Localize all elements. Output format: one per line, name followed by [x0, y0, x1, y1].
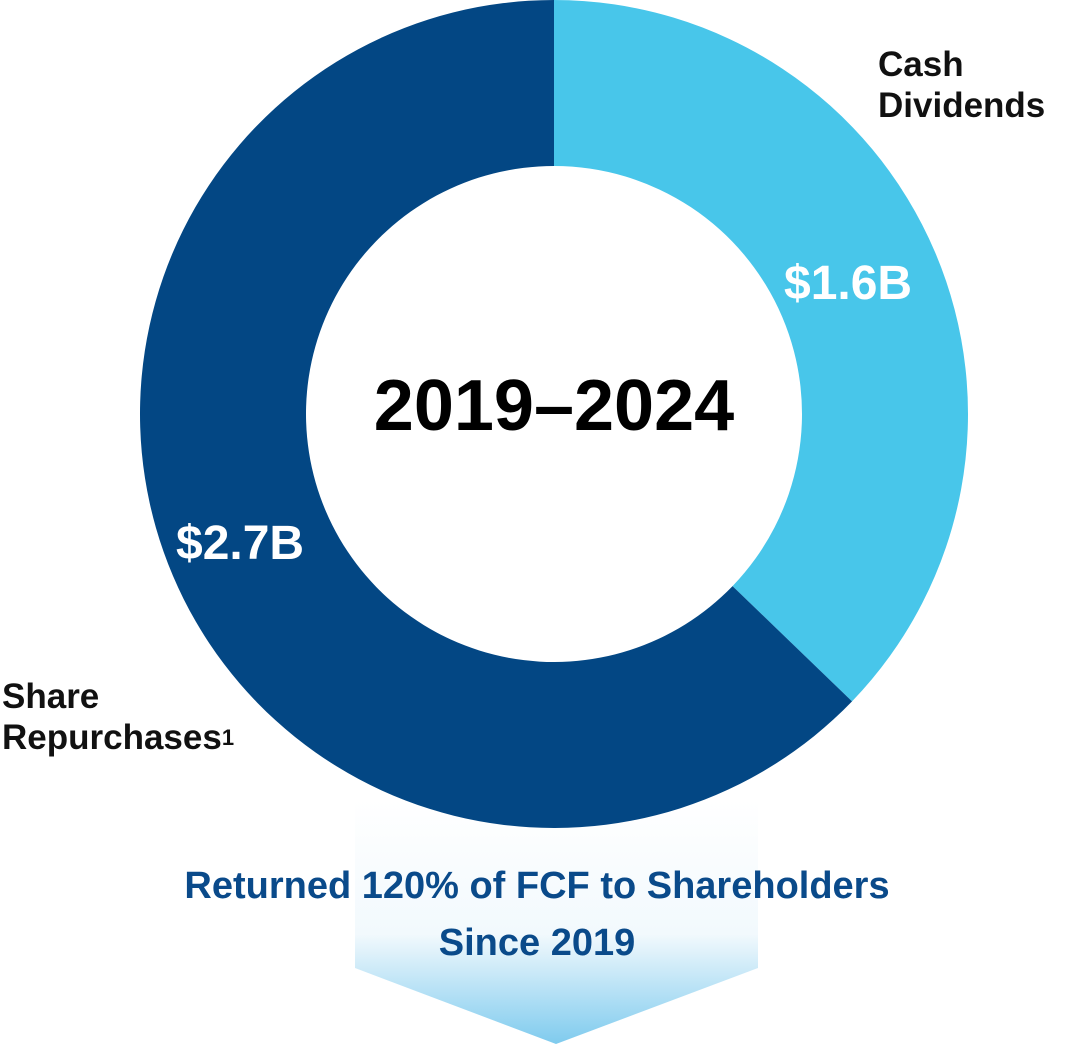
dividends-label-line2: Dividends — [878, 86, 1046, 126]
repurchases-value-label: $2.7B — [176, 517, 305, 570]
footnote-marker: 1 — [221, 725, 235, 751]
repurchases-label-text: Repurchases — [2, 718, 222, 758]
repurchases-label-line1: Share — [2, 677, 100, 716]
banner-line-2: Since 2019 — [438, 922, 636, 964]
dividends-label-line1: Cash — [878, 45, 964, 84]
repurchases-label-line2: Repurchases1 — [2, 717, 234, 758]
dividends-value-label: $1.6B — [784, 257, 913, 310]
donut-segments — [140, 0, 968, 828]
center-period-label: 2019–2024 — [373, 366, 735, 446]
segment-share-repurchases — [140, 0, 853, 828]
segment-cash-dividends — [554, 0, 968, 702]
banner-line-1: Returned 120% of FCF to Shareholders — [184, 865, 890, 907]
legend-label-cash-dividends: Cash Dividends — [878, 44, 1045, 127]
banner-arrow — [355, 800, 758, 1044]
legend-label-share-repurchases: Share Repurchases1 — [2, 676, 234, 759]
